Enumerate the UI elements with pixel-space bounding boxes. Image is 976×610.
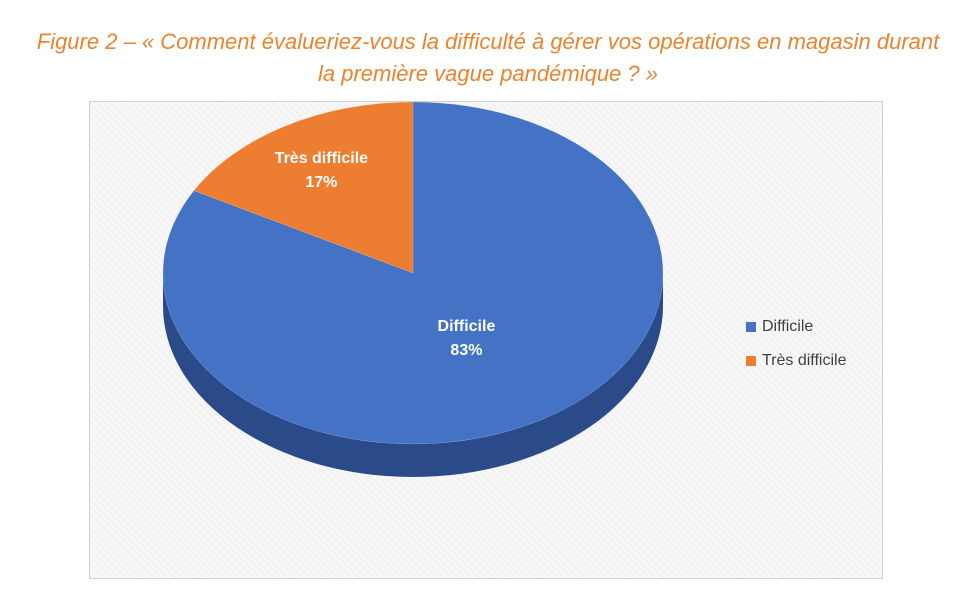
data-label-name-tres-difficile: Très difficile [275, 150, 368, 167]
legend-item-tres-difficile: Très difficile [746, 344, 846, 378]
figure-title-line-2: la première vague pandémique ? » [317, 61, 658, 86]
figure-title-line-1: Figure 2 – « Comment évalueriez-vous la … [36, 29, 940, 54]
pie-side-0 [163, 273, 663, 477]
pie-slice-difficile [162, 102, 664, 445]
data-label-value-difficile: 83% [450, 342, 482, 359]
legend-swatch-difficile [746, 322, 756, 332]
figure-title: Figure 2 – « Comment évalueriez-vous la … [0, 26, 976, 90]
pie-slice-tres-difficile [193, 102, 414, 274]
legend-item-difficile: Difficile [746, 310, 846, 344]
legend-label-difficile: Difficile [762, 318, 814, 335]
data-label-name-difficile: Difficile [438, 318, 496, 335]
legend-swatch-tres-difficile [746, 356, 756, 366]
data-label-value-tres-difficile: 17% [305, 174, 337, 191]
legend: Difficile Très difficile [746, 310, 846, 378]
chart-area: Difficile 83% Très difficile 17% Difficile … [89, 101, 883, 579]
legend-label-tres-difficile: Très difficile [762, 352, 847, 369]
pie-chart: Difficile 83% Très difficile 17% [162, 102, 664, 477]
